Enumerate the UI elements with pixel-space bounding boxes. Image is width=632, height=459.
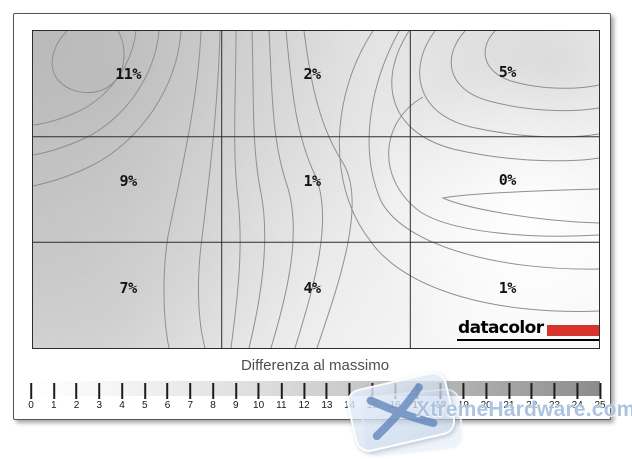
cell-label-bottom-left: 7%	[119, 278, 138, 297]
legend-tick-7: 7	[187, 383, 194, 411]
contour-map-graphic	[33, 31, 599, 348]
legend-tick-label: 2	[73, 400, 80, 411]
grid-lines	[33, 31, 599, 348]
legend-tick-label: 24	[571, 400, 583, 411]
legend-tick-3: 3	[96, 383, 102, 411]
legend-tick-label: 13	[321, 400, 333, 411]
cell-label-top-right: 5%	[498, 62, 517, 81]
legend-tick-label: 23	[548, 400, 561, 411]
legend-tick-label: 3	[96, 400, 103, 411]
legend-tick-label: 10	[253, 400, 265, 411]
legend-tick-23: 23	[549, 383, 560, 411]
legend-tick-10: 10	[253, 383, 264, 411]
watermark-x-icon	[344, 369, 458, 455]
legend-tick-13: 13	[321, 383, 332, 411]
legend-tick-mark	[325, 383, 328, 399]
legend-tick-mark	[257, 383, 260, 399]
legend-tick-4: 4	[119, 383, 125, 411]
legend-tick-mark	[121, 383, 124, 399]
datacolor-logo: datacolor	[457, 318, 599, 341]
legend-tick-mark	[98, 383, 101, 399]
legend-tick-label: 6	[164, 400, 171, 411]
legend-tick-mark	[234, 383, 237, 399]
legend-tick-label: 0	[28, 400, 34, 411]
legend-tick-mark	[576, 383, 579, 399]
legend-tick-label: 19	[457, 400, 469, 411]
watermark-text: XtremeHardware.com	[416, 398, 632, 421]
legend-tick-24: 24	[572, 383, 583, 411]
legend-tick-20: 20	[481, 383, 492, 411]
legend-tick-mark	[166, 383, 169, 399]
legend-tick-mark	[303, 383, 306, 399]
legend-tick-mark	[348, 383, 351, 399]
legend-gradient-bar	[31, 381, 600, 396]
legend-tick-mark	[143, 383, 146, 399]
legend-tick-label: 22	[526, 400, 538, 411]
legend-tick-mark	[30, 383, 32, 399]
legend-tick-mark	[212, 383, 215, 399]
datacolor-logo-text: datacolor	[458, 318, 544, 338]
legend-tick-mark	[485, 383, 488, 399]
legend-tick-mark	[52, 383, 55, 399]
legend-tick-label: 12	[298, 400, 310, 411]
legend-tick-2: 2	[73, 383, 80, 411]
legend-tick-22: 22	[526, 383, 537, 411]
legend-tick-1: 1	[51, 383, 57, 411]
legend-tick-mark	[462, 383, 465, 399]
legend-tick-label: 9	[233, 400, 239, 411]
legend-tick-mark	[530, 383, 533, 399]
legend-tick-19: 19	[458, 383, 469, 411]
cell-label-bottom-right: 1%	[498, 278, 517, 297]
legend-tick-0: 0	[28, 383, 34, 411]
legend-tick-label: 8	[210, 400, 216, 411]
legend-tick-mark	[189, 383, 192, 399]
legend-tick-21: 21	[503, 383, 515, 411]
legend-tick-label: 4	[119, 400, 125, 411]
legend-tick-label: 20	[480, 400, 492, 411]
legend-tick-label: 11	[276, 400, 287, 411]
legend-tick-mark	[280, 383, 283, 399]
datacolor-logo-red-bar	[546, 325, 599, 336]
contour-lines	[33, 31, 599, 348]
legend-tick-label: 1	[50, 400, 57, 411]
legend-tick-25: 25	[594, 383, 606, 411]
legend-tick-9: 9	[233, 383, 239, 411]
chart-title: Differenza al massimo	[240, 357, 390, 374]
legend-tick-label: 7	[187, 400, 194, 411]
cell-label-middle-left: 9%	[119, 171, 138, 190]
legend-tick-5: 5	[142, 383, 148, 411]
legend-tick-8: 8	[210, 383, 216, 411]
cell-label-top-center: 2%	[303, 64, 322, 83]
legend-tick-mark	[507, 383, 510, 399]
cell-label-middle-center: 1%	[303, 171, 322, 190]
legend-tick-11: 11	[276, 383, 287, 411]
cell-label-middle-right: 0%	[498, 170, 517, 189]
legend-tick-6: 6	[164, 383, 171, 411]
cell-label-top-left: 11%	[115, 64, 141, 83]
legend-tick-label: 5	[142, 400, 148, 411]
legend-tick-label: 25	[594, 400, 606, 411]
uniformity-contour-plot: 11% 2% 5% 9% 1% 0% 7% 4% 1% datacolor	[32, 30, 600, 349]
legend-tick-label: 21	[503, 400, 515, 411]
legend-tick-mark	[553, 383, 556, 399]
cell-label-bottom-center: 4%	[303, 278, 322, 297]
legend-tick-mark	[599, 383, 601, 399]
legend-tick-12: 12	[299, 383, 310, 411]
legend-tick-mark	[75, 383, 78, 399]
